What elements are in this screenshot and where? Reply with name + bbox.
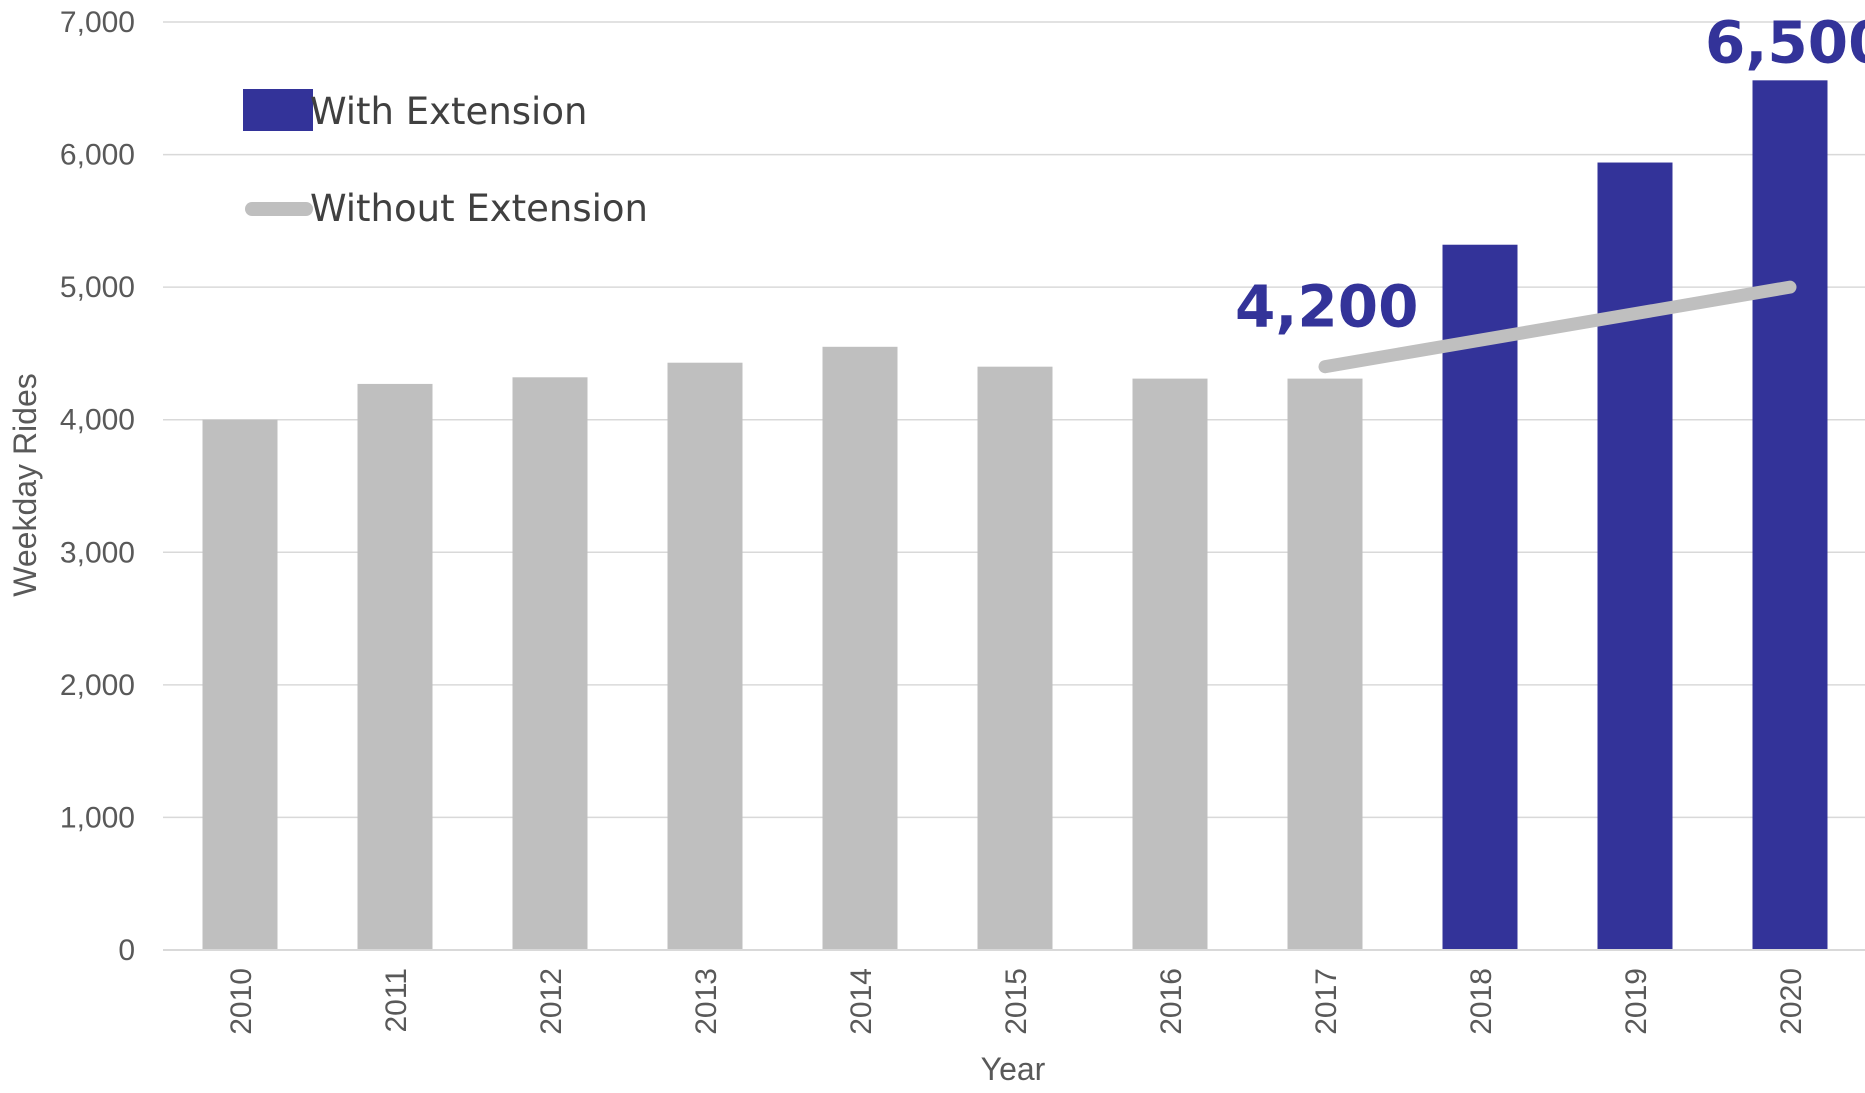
bar-2012 (512, 377, 588, 950)
annotation-label: 6,500 (1705, 8, 1865, 76)
y-axis-title: Weekday Rides (7, 373, 43, 597)
y-tick-label: 2,000 (60, 669, 135, 702)
y-tick-label: 6,000 (60, 139, 135, 172)
legend: With Extension Without Extension (243, 89, 648, 230)
bar-2020 (1752, 80, 1828, 951)
annotations: 4,200 6,500 (1235, 8, 1865, 340)
bar-2011 (357, 383, 433, 950)
legend-swatch-with-extension (243, 89, 313, 131)
x-tick-label: 2015 (1000, 968, 1033, 1035)
x-axis-tick-labels: 2010 2011 2012 2013 2014 2015 2016 2017 2018 2019… (225, 968, 1808, 1035)
y-axis-tick-labels: 0 1,000 2,000 3,000 4,000 5,000 6,000 7,000 (60, 6, 135, 967)
x-tick-label: 2017 (1310, 968, 1343, 1035)
x-tick-label: 2016 (1155, 968, 1188, 1035)
bar-2010 (202, 419, 278, 950)
without-extension-line (1318, 280, 1797, 374)
legend-label-with-extension: With Extension (310, 90, 587, 133)
trend-lines (1318, 280, 1797, 374)
legend-label-without-extension: Without Extension (310, 187, 648, 230)
legend-entry-with-extension: With Extension (243, 89, 587, 133)
x-tick-label: 2011 (380, 968, 413, 1033)
x-tick-label: 2013 (690, 968, 723, 1035)
bar-2016 (1132, 378, 1208, 950)
x-tick-label: 2018 (1465, 968, 1498, 1035)
bar-2015 (977, 366, 1053, 951)
x-axis-title: Year (981, 1051, 1046, 1087)
bar-2018 (1442, 244, 1518, 951)
y-tick-label: 7,000 (60, 6, 135, 39)
annotation-label: 4,200 (1235, 273, 1418, 341)
x-tick-label: 2020 (1775, 968, 1808, 1035)
y-tick-label: 3,000 (60, 536, 135, 569)
x-tick-label: 2014 (845, 968, 878, 1035)
x-tick-label: 2019 (1620, 968, 1653, 1035)
bar-2017 (1287, 378, 1363, 950)
bar-2013 (667, 362, 743, 950)
y-tick-label: 4,000 (60, 404, 135, 437)
y-tick-label: 5,000 (60, 271, 135, 304)
x-tick-label: 2010 (225, 968, 258, 1035)
bar-2014 (822, 346, 898, 950)
x-tick-label: 2012 (535, 968, 568, 1035)
bars (202, 80, 1828, 951)
legend-entry-without-extension: Without Extension (245, 187, 648, 230)
y-tick-label: 0 (118, 934, 135, 967)
bar-2019 (1597, 162, 1673, 951)
y-tick-label: 1,000 (60, 801, 135, 834)
